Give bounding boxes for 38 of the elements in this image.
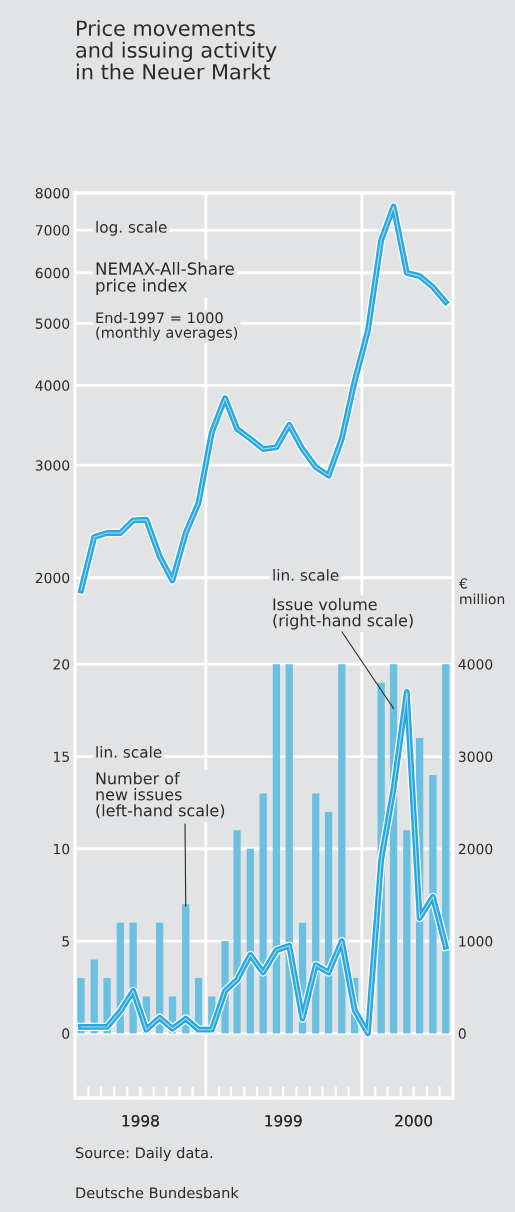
- y-tick-label: 15: [53, 751, 69, 762]
- bar: [403, 830, 411, 1034]
- y2-tick-label: 2000: [458, 843, 493, 855]
- y2-tick-label: 0: [458, 1028, 466, 1039]
- y-tick-label: 6000: [35, 267, 70, 279]
- x-tick-label: 2000: [395, 1114, 433, 1127]
- y-tick-label: 4000: [35, 380, 70, 391]
- annotation: lin. scale: [273, 569, 339, 581]
- y-tick-label: 8000: [35, 187, 70, 199]
- y-tick-label: 0: [62, 1028, 70, 1039]
- x-tick-label: 1999: [265, 1114, 302, 1127]
- y-tick-label: 5000: [35, 318, 70, 329]
- bar: [259, 793, 267, 1034]
- bar: [442, 664, 450, 1034]
- text: Deutsche Bundesbank: [76, 1187, 239, 1199]
- y-tick-label: 10: [53, 843, 70, 855]
- y-tick-label: 3000: [35, 460, 70, 471]
- y-tick-label: 20: [53, 659, 70, 670]
- y-tick-label: 7000: [35, 225, 70, 236]
- y-tick-label: 2000: [35, 572, 70, 584]
- bar: [324, 811, 333, 1034]
- chart-title: Price movements and issuing activity in the Neuer Markt: [76, 20, 277, 80]
- x-tick-label: 1998: [122, 1114, 159, 1127]
- y2-tick-label: 1000: [459, 936, 493, 947]
- y-tick-label: 5: [62, 936, 69, 947]
- annotation: lin. scale: [96, 746, 162, 758]
- y2-tick-label: 3000: [458, 751, 493, 762]
- annotation: End-1997 = 1000 (monthly averages): [96, 312, 238, 341]
- source-note: Source: Daily data.: [75, 1147, 213, 1162]
- bar: [233, 830, 241, 1034]
- annotation: Issue volume (right-hand scale): [273, 598, 413, 630]
- annotation: Number of new issues (left-hand scale): [96, 772, 225, 819]
- bar: [272, 664, 281, 1034]
- bar: [429, 774, 437, 1034]
- y2-tick-label: 4000: [458, 659, 493, 670]
- annotation: log. scale: [96, 221, 167, 236]
- y2-axis-title: € million: [459, 578, 505, 605]
- annotation: NEMAX-All-Share price index: [96, 262, 234, 295]
